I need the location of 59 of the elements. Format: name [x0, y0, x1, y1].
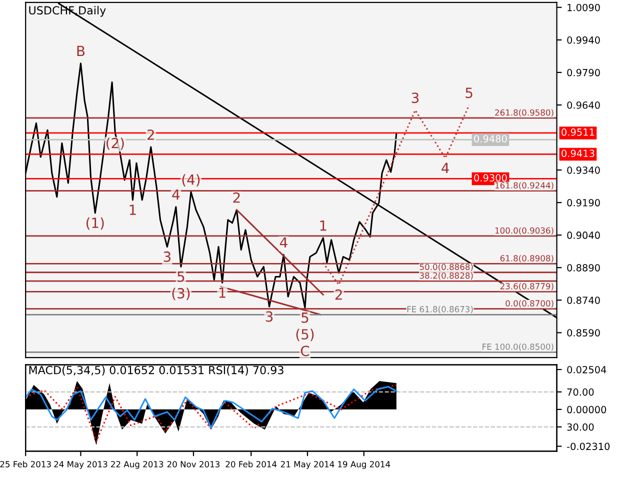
y-tick-label: 1.0090: [568, 4, 600, 12]
x-tick-label: 22 Aug 2013: [111, 461, 164, 469]
ref-line-label: FE 61.8(0.8673): [407, 306, 473, 314]
ref-line-label: 23.6(0.8779): [500, 282, 554, 290]
x-tick-label: 19 Aug 2014: [338, 461, 390, 469]
y-tick-label: 0.9040: [567, 232, 600, 239]
ref-line-label: 0.9413: [562, 150, 594, 158]
ref-line-label: 61.8(0.8908): [500, 254, 554, 262]
ref-line-label: 161.8(0.9244): [495, 182, 554, 190]
annotation: 4: [442, 162, 449, 174]
y2-tick-label: -0.02310: [567, 442, 610, 450]
ref-line-label: 100.0(0.9036): [495, 227, 554, 235]
annotation: (2): [106, 138, 124, 150]
annotation: 5: [466, 88, 472, 98]
ref-line-label: 0.9511: [562, 128, 594, 136]
annotation: 5: [302, 312, 308, 323]
y-tick-label: 30.00: [567, 423, 594, 431]
annotation: (4): [182, 174, 200, 186]
annotation: 2: [335, 289, 342, 300]
annotation: 1: [320, 220, 326, 231]
annotation: B: [77, 46, 85, 56]
y-tick-label: 0.9340: [567, 166, 600, 174]
annotation: (3): [172, 288, 190, 300]
x-tick-label: 24 May 2013: [54, 461, 108, 469]
annotation: 5: [178, 272, 184, 282]
y-tick-label: 0.9940: [567, 36, 600, 44]
y-tick-label: 0.9640: [567, 101, 600, 109]
ref-line-label: 0.0(0.8700): [506, 300, 554, 308]
annotation: 3: [164, 251, 170, 262]
x-tick-label: 25 Feb 2013: [0, 460, 51, 468]
x-tick-label: 20 Feb 2014: [226, 460, 277, 468]
annotation: 1: [219, 288, 226, 298]
x-tick-label: 21 May 2014: [280, 461, 334, 469]
y-tick-label: 70.00: [567, 388, 594, 396]
ref-line-label: FE 100.0(0.8500): [482, 343, 554, 351]
ref-line-label: 38.2(0.8828): [420, 272, 473, 280]
ref-line-label: 261.8(0.9580): [495, 109, 554, 117]
y-tick-label: 0.9190: [567, 199, 600, 206]
annotation: C: [300, 346, 310, 356]
y-tick-label: 0.9790: [567, 68, 600, 76]
ref-line-label: 0.9480: [474, 135, 507, 142]
y2-tick-label: 0.02504: [567, 366, 606, 374]
annotation: 4: [280, 237, 288, 248]
y-tick-label: 0.8740: [567, 296, 600, 304]
y-tick-label: 0.8590: [567, 329, 600, 336]
annotation: 2: [147, 129, 154, 140]
y-tick-label: 0.8890: [567, 264, 600, 272]
annotation: (5): [296, 328, 314, 342]
ref-line-label: 50.0(0.8868): [420, 264, 473, 272]
x-tick-label: 20 Nov 2013: [167, 461, 220, 468]
y2-tick-label: 0.00000: [567, 406, 606, 414]
ref-line-label: 0.9300: [474, 174, 507, 182]
annotation: 3: [412, 92, 419, 104]
annotation: 3: [266, 311, 273, 322]
chart-title: MACD(5,34,5) 0.01652 0.01531 RSI(14) 70.93: [29, 366, 284, 376]
annotation: (1): [86, 217, 104, 230]
annotation: 4: [172, 189, 180, 200]
annotation: 1: [130, 204, 136, 215]
annotation: 2: [233, 192, 240, 203]
